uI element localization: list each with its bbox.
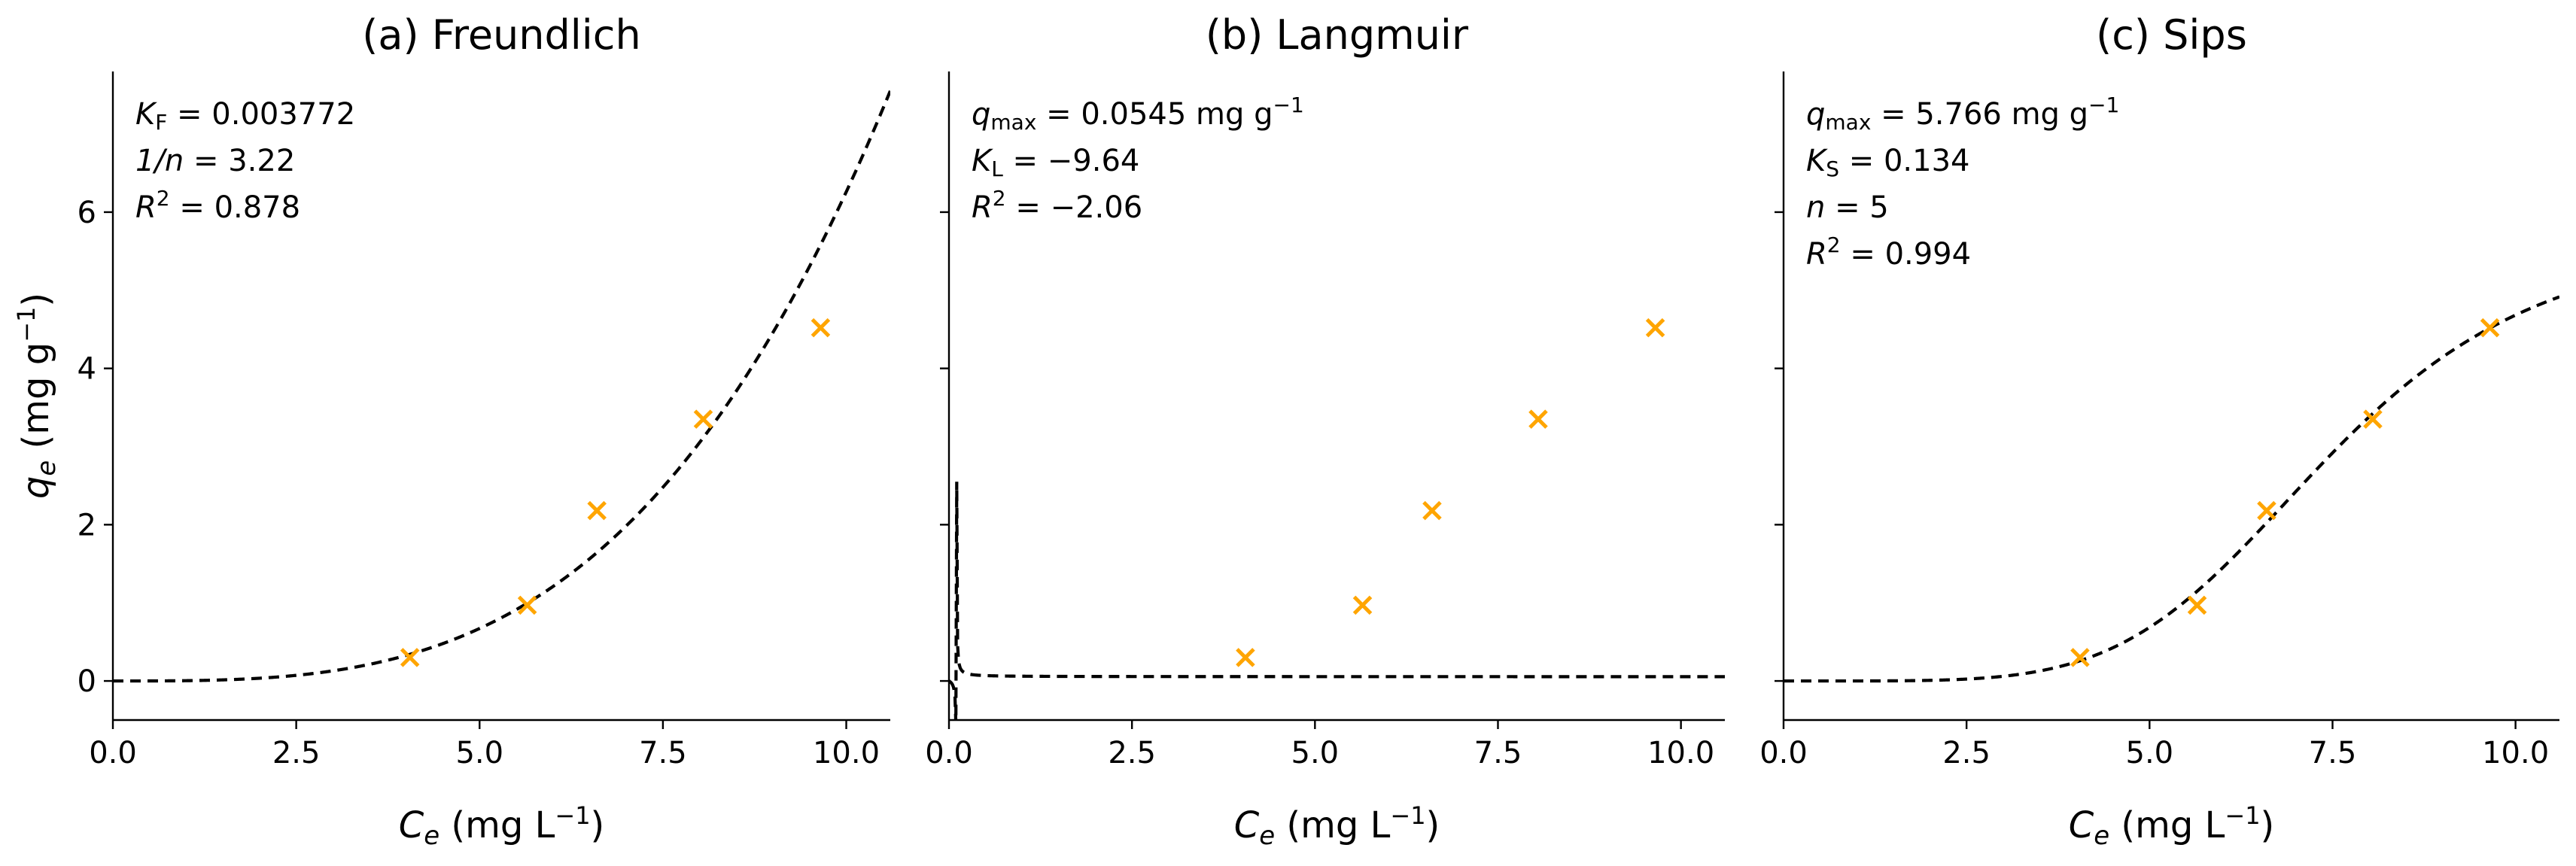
panel-title: (b) Langmuir [1206,11,1469,59]
x-tick-label: 7.5 [1474,736,1522,770]
data-point-marker [1352,595,1373,615]
x-tick-label: 7.5 [2309,736,2357,770]
data-point-marker [2480,318,2500,338]
data-point-marker [2187,595,2207,615]
data-point-marker [2070,648,2090,667]
x-tick-label: 5.0 [455,736,503,770]
y-tick-label: 2 [78,508,96,542]
fit-parameter-annotation: 1/n = 3.22 [135,144,295,178]
panel-freundlich: (a) Freundlich 0.0 2.5 5.0 7.5 10.0 0 2 4 6 Ce (mg… [12,11,890,851]
x-tick-label: 5.0 [1291,736,1340,770]
fit-parameter-annotation: qmax = 0.0545 mg g−1 [972,93,1304,135]
fit-curve [1784,295,2559,683]
fit-curve [949,482,1725,720]
fit-parameter-annotation: qmax = 5.766 mg g−1 [1806,93,2119,135]
data-point-marker [693,409,713,429]
x-tick-label: 0.0 [1759,736,1808,770]
data-point-marker [2257,500,2276,521]
data-point-marker [1422,500,1442,521]
panel-sips: (c) Sips 0.0 2.5 5.0 7.5 10.0 Ce (mg L−1) qmax … [1759,11,2559,851]
x-tick-label: 10.0 [2482,736,2549,770]
fit-parameter-annotation: R2 = −2.06 [972,186,1142,225]
x-tick-label: 2.5 [1108,736,1156,770]
data-point-marker [1645,318,1665,338]
x-tick-label: 2.5 [1942,736,1991,770]
fit-parameter-annotation: R2 = 0.878 [135,186,300,225]
x-tick-label: 2.5 [272,736,321,770]
fit-curve [113,90,890,683]
y-tick-label: 0 [78,664,96,699]
data-point-marker [517,595,537,615]
fit-parameter-annotation: KF = 0.003772 [135,97,355,135]
panel-title: (a) Freundlich [362,11,640,59]
x-axis-label: Ce (mg L−1) [2069,801,2275,851]
x-axis-label: Ce (mg L−1) [399,801,605,851]
x-tick-label: 0.0 [925,736,973,770]
data-point-marker [587,500,607,521]
fit-parameter-annotation: R2 = 0.994 [1806,232,1971,272]
data-point-marker [811,318,831,338]
x-tick-label: 5.0 [2126,736,2174,770]
panel-title: (c) Sips [2096,11,2247,59]
y-tick-label: 4 [78,352,96,387]
y-axis-label: qe (mg g−1) [12,293,62,499]
x-tick-label: 0.0 [89,736,137,770]
x-tick-label: 10.0 [813,736,880,770]
panel-langmuir: (b) Langmuir 0.0 2.5 5.0 7.5 10.0 Ce (mg L−1) q… [925,11,1725,851]
fit-parameter-annotation: n = 5 [1806,190,1889,225]
data-point-marker [1528,409,1548,429]
data-point-marker [1236,648,1255,667]
fit-parameter-annotation: KS = 0.134 [1806,144,1969,181]
x-axis-label: Ce (mg L−1) [1234,801,1440,851]
y-tick-label: 6 [78,196,96,230]
fit-parameter-annotation: KL = −9.64 [972,144,1139,181]
x-tick-label: 7.5 [639,736,687,770]
x-tick-label: 10.0 [1647,736,1714,770]
data-point-marker [400,648,420,667]
data-point-marker [2363,409,2383,429]
